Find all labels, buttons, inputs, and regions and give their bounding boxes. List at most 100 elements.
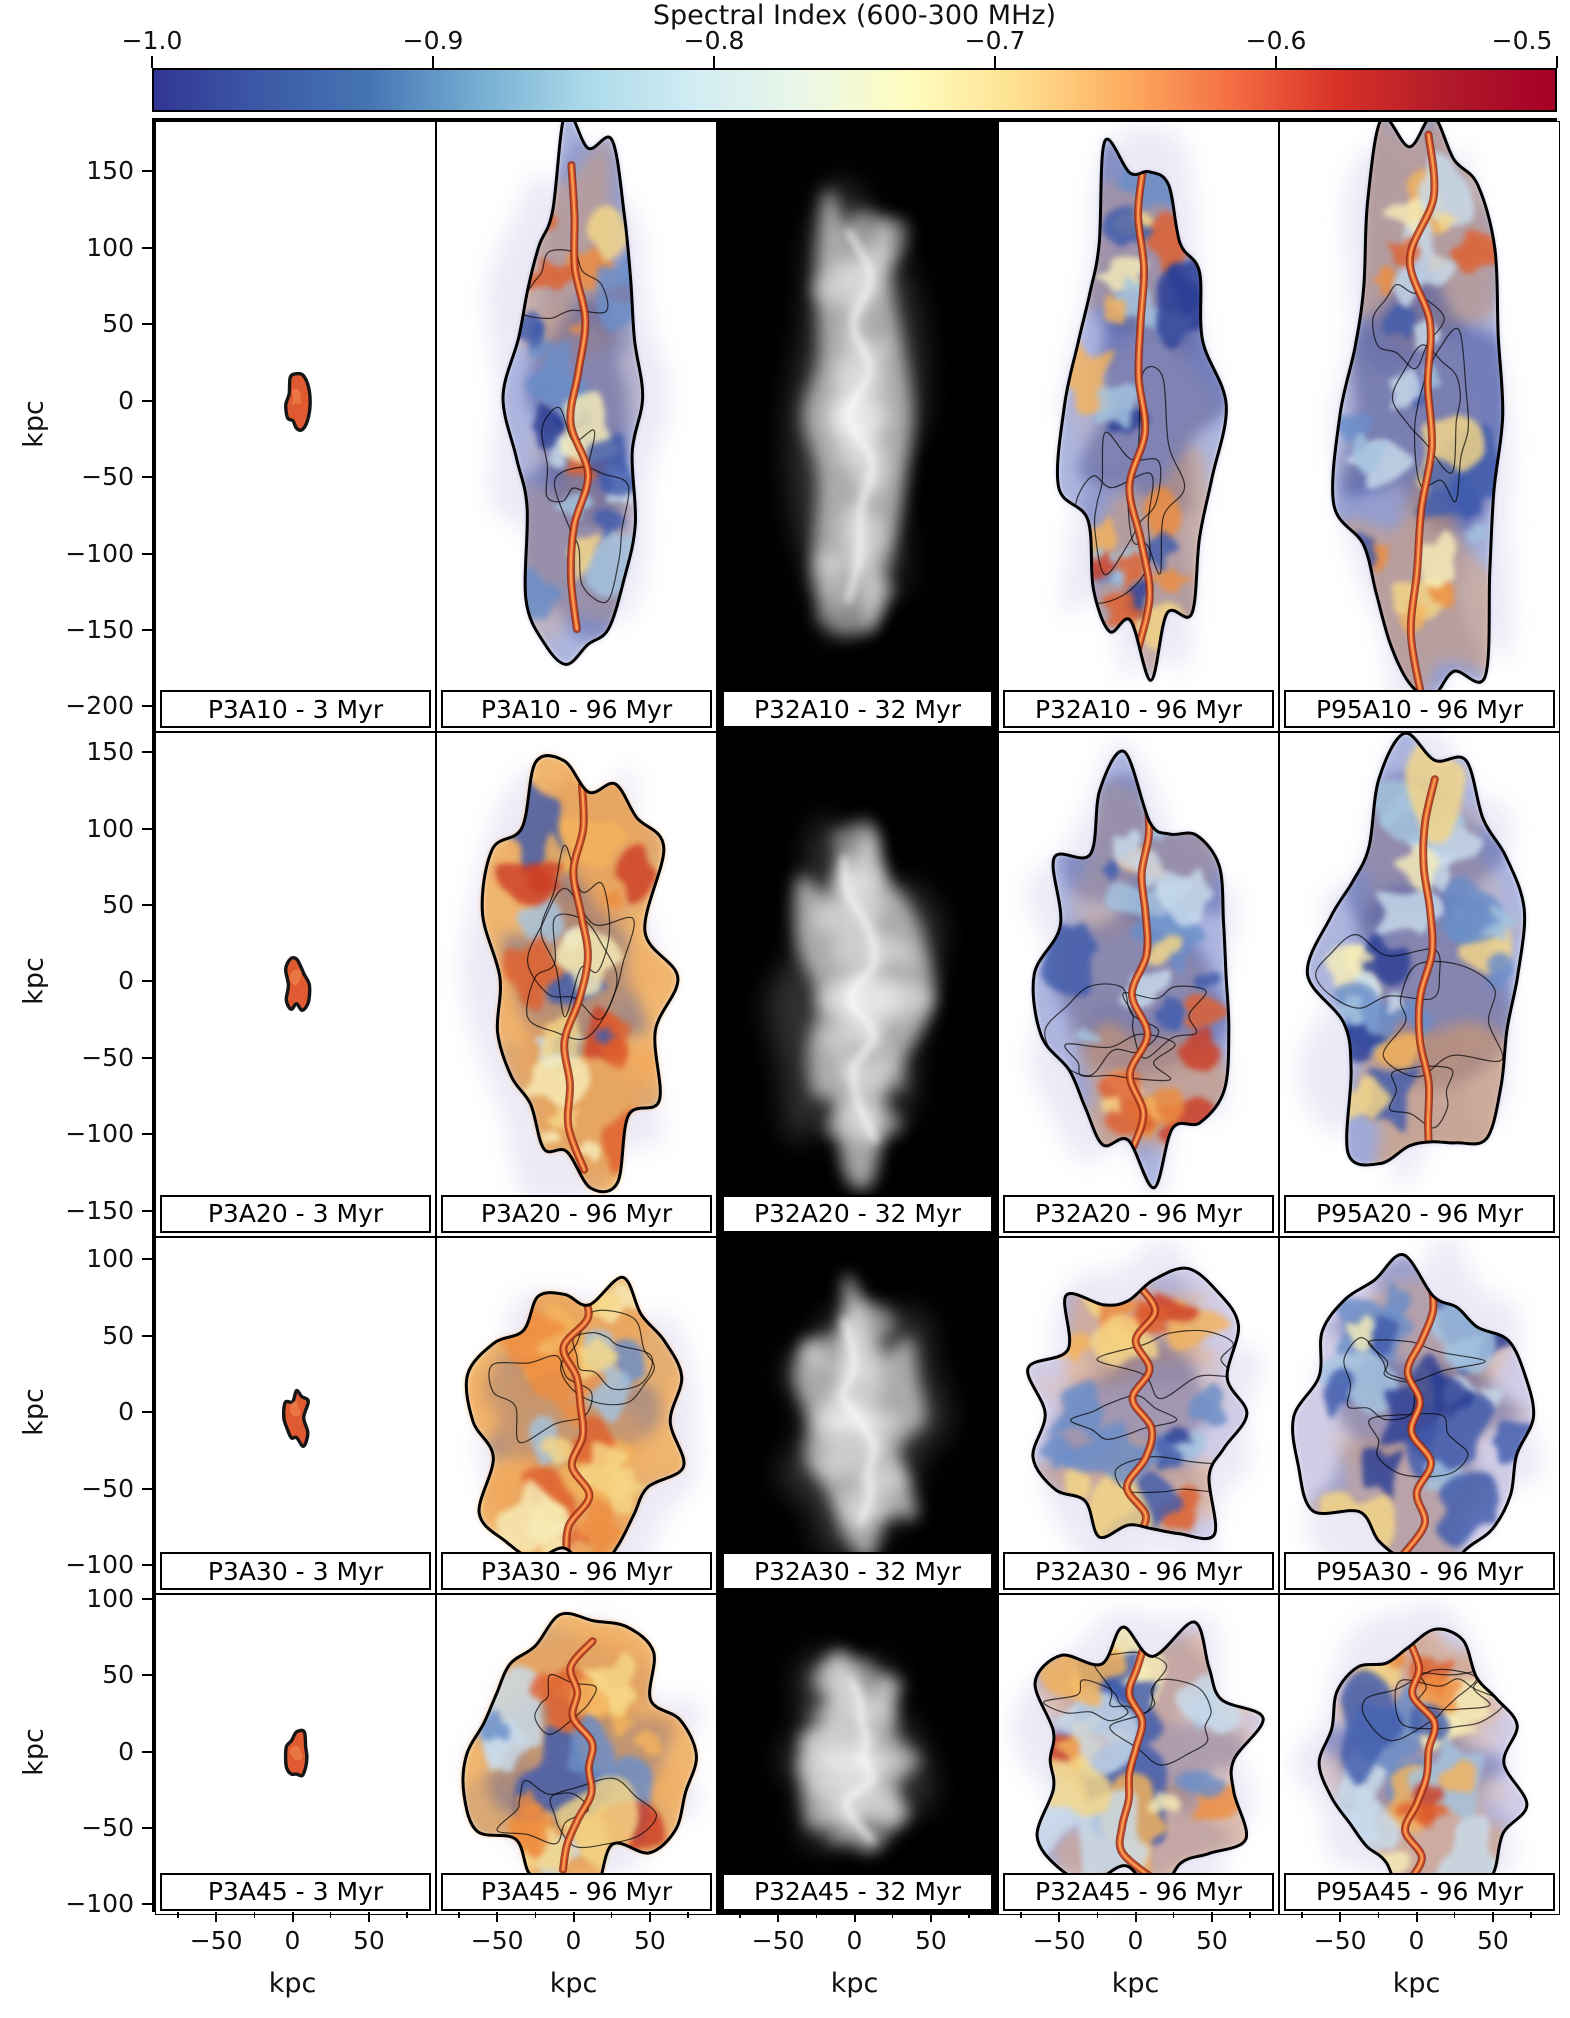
y-tick-mark xyxy=(142,1826,152,1829)
x-minor-tick-mark xyxy=(815,1912,818,1918)
x-minor-tick-mark xyxy=(534,1912,537,1918)
y-tick-mark xyxy=(142,1750,152,1753)
y-tick-mark xyxy=(142,903,152,906)
y-tick-mark xyxy=(142,1056,152,1059)
x-minor-tick-mark xyxy=(1530,1912,1532,1918)
x-minor-tick-mark xyxy=(1249,1912,1251,1918)
panel-P32A30-32Myr: P32A30 - 32 Myr xyxy=(717,1236,998,1595)
seed-source-image xyxy=(281,1388,310,1448)
panel-label: P3A10 - 96 Myr xyxy=(441,690,712,729)
panel-label: P32A20 - 96 Myr xyxy=(1003,1194,1274,1233)
y-tick-mark xyxy=(142,827,152,830)
seed-source-image xyxy=(283,1728,309,1778)
y-tick-label: −150 xyxy=(65,1195,134,1225)
y-tick-mark xyxy=(142,628,152,631)
colorbar-tick-label: −0.8 xyxy=(683,26,745,55)
spectral-index-map-image xyxy=(1055,125,1228,682)
x-minor-tick-mark xyxy=(1172,1912,1175,1918)
y-tick-mark xyxy=(142,1334,152,1337)
y-tick-mark xyxy=(142,1597,152,1600)
panel-label: P95A30 - 96 Myr xyxy=(1284,1552,1555,1591)
x-minor-tick-mark xyxy=(891,1912,894,1918)
colorbar-tick-label: −1.0 xyxy=(121,26,183,55)
x-tick-label: −50 xyxy=(751,1926,805,1955)
intensity-map-image xyxy=(778,1273,950,1561)
y-tick-label: 100 xyxy=(86,813,134,843)
x-tick-mark xyxy=(496,1912,499,1922)
colorbar-tick-mark xyxy=(1556,56,1558,68)
spectral-index-map-image xyxy=(1291,1603,1529,1914)
panel-P32A30-96Myr: P32A30 - 96 Myr xyxy=(998,1236,1279,1595)
x-tick-mark xyxy=(1058,1912,1061,1922)
colorbar-area: −1.0 −0.9 −0.8 −0.7 −0.6 −0.5 xyxy=(0,0,1570,120)
col-x-axis-label: kpc xyxy=(1111,1968,1160,1999)
y-tick-mark xyxy=(142,1411,152,1414)
y-tick-mark xyxy=(142,1674,152,1677)
panel-label: P3A10 - 3 Myr xyxy=(160,690,431,729)
panel-P3A45-3Myr: P3A45 - 3 Myr xyxy=(155,1594,436,1915)
colorbar-gradient xyxy=(152,68,1557,112)
x-tick-label: 50 xyxy=(1195,1926,1228,1955)
x-minor-tick-mark xyxy=(687,1912,689,1918)
panel-label: P3A45 - 96 Myr xyxy=(441,1872,712,1911)
spectral-index-map-image xyxy=(461,754,680,1205)
col-x-axis-label: kpc xyxy=(268,1968,317,1999)
panel-P32A20-32Myr: P32A20 - 32 Myr xyxy=(717,732,998,1237)
y-tick-label: 0 xyxy=(118,1397,134,1427)
panel-label: P95A10 - 96 Myr xyxy=(1284,690,1555,729)
y-tick-label: 0 xyxy=(118,966,134,996)
x-minor-tick-mark xyxy=(1453,1912,1456,1918)
seed-source-image xyxy=(283,956,312,1013)
panel-label: P32A30 - 32 Myr xyxy=(722,1552,993,1591)
panel-P95A45-96Myr: P95A45 - 96 Myr xyxy=(1279,1594,1560,1915)
colorbar-tick-mark xyxy=(151,56,153,68)
panel-grid: P3A10 - 3 Myr P3A10 - 96 Myr P32A10 - 32 M… xyxy=(152,118,1560,1915)
panel-label: P3A30 - 3 Myr xyxy=(160,1552,431,1591)
x-minor-tick-mark xyxy=(1377,1912,1380,1918)
x-minor-tick-mark xyxy=(739,1912,741,1918)
x-tick-mark xyxy=(1339,1912,1342,1922)
x-tick-mark xyxy=(1210,1912,1213,1922)
colorbar-tick-mark xyxy=(1275,56,1277,68)
panel-label: P3A45 - 3 Myr xyxy=(160,1872,431,1911)
y-tick-mark xyxy=(142,705,152,708)
x-minor-tick-mark xyxy=(968,1912,970,1918)
y-tick-label: 150 xyxy=(86,737,134,767)
x-tick-mark xyxy=(853,1912,856,1922)
y-tick-mark xyxy=(142,1487,152,1490)
y-tick-label: 100 xyxy=(86,232,134,262)
x-tick-mark xyxy=(572,1912,575,1922)
y-tick-label: 50 xyxy=(102,889,134,919)
y-tick-label: 50 xyxy=(102,1320,134,1350)
x-tick-label: −50 xyxy=(1313,1926,1367,1955)
y-tick-label: 150 xyxy=(86,156,134,186)
panel-P95A10-96Myr: P95A10 - 96 Myr xyxy=(1279,121,1560,733)
x-minor-tick-mark xyxy=(329,1912,332,1918)
panel-P32A45-96Myr: P32A45 - 96 Myr xyxy=(998,1594,1279,1915)
panel-P3A45-96Myr: P3A45 - 96 Myr xyxy=(436,1594,717,1915)
panel-P32A20-96Myr: P32A20 - 96 Myr xyxy=(998,732,1279,1237)
panel-P3A20-96Myr: P3A20 - 96 Myr xyxy=(436,732,717,1237)
y-tick-label: −100 xyxy=(65,1550,134,1580)
panel-label: P3A20 - 3 Myr xyxy=(160,1194,431,1233)
colorbar-tick-mark xyxy=(432,56,434,68)
x-tick-label: −50 xyxy=(1032,1926,1086,1955)
y-tick-mark xyxy=(142,1133,152,1136)
spectral-index-map-image xyxy=(1291,1237,1543,1586)
panel-P3A30-3Myr: P3A30 - 3 Myr xyxy=(155,1236,436,1595)
y-tick-label: 50 xyxy=(102,1660,134,1690)
panel-label: P32A30 - 96 Myr xyxy=(1003,1552,1274,1591)
y-tick-label: −100 xyxy=(65,1119,134,1149)
y-tick-label: −100 xyxy=(65,538,134,568)
panel-label: P32A45 - 32 Myr xyxy=(722,1872,993,1911)
colorbar-tick-label: −0.5 xyxy=(1491,26,1553,55)
x-tick-label: 50 xyxy=(914,1926,947,1955)
x-tick-label: 50 xyxy=(352,1926,385,1955)
panel-P3A20-3Myr: P3A20 - 3 Myr xyxy=(155,732,436,1237)
y-tick-label: −50 xyxy=(81,1042,134,1072)
x-tick-mark xyxy=(291,1912,294,1922)
x-tick-label: −50 xyxy=(470,1926,524,1955)
